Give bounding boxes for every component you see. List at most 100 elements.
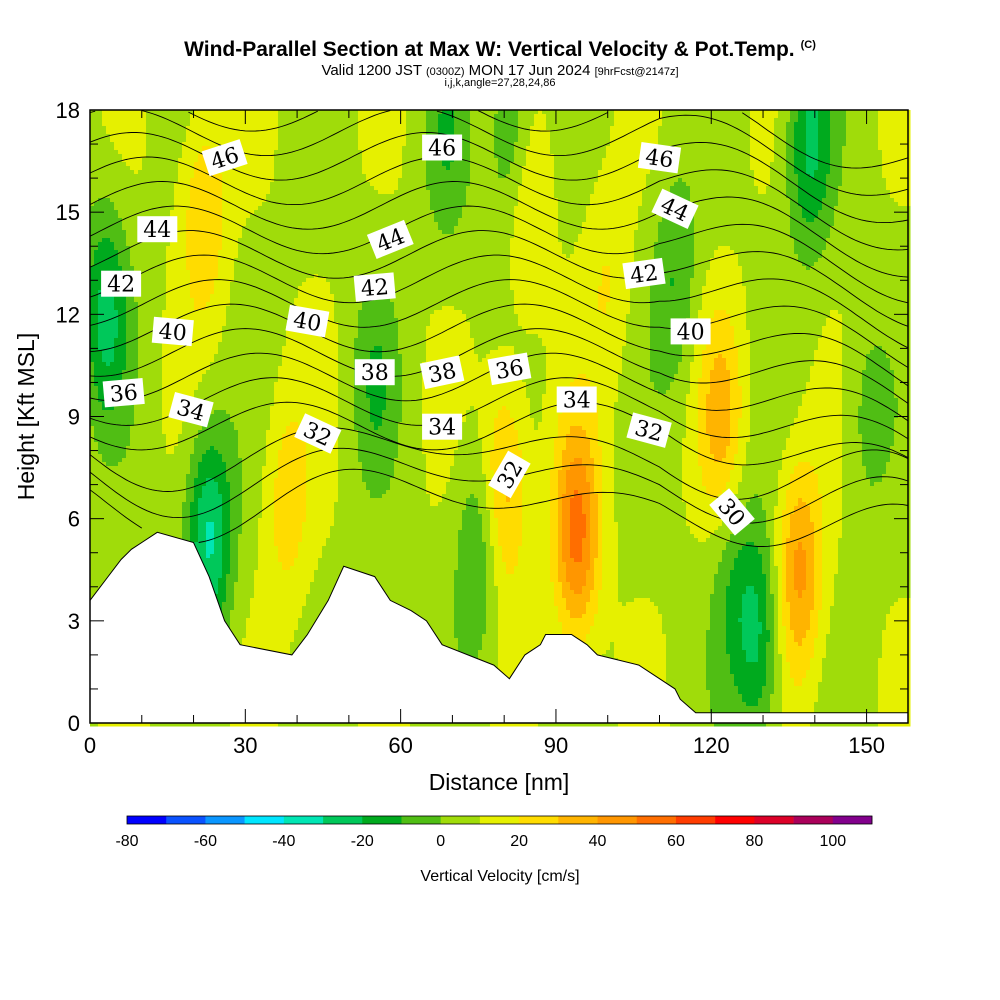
- velocity-cell: [118, 530, 123, 535]
- velocity-cell: [114, 366, 119, 371]
- velocity-cell: [142, 426, 147, 431]
- velocity-cell: [114, 166, 119, 171]
- velocity-cell: [190, 494, 195, 499]
- velocity-cell: [194, 446, 199, 451]
- velocity-cell: [130, 202, 135, 207]
- velocity-cell: [158, 422, 163, 427]
- velocity-cell: [130, 418, 135, 423]
- velocity-cell: [166, 250, 171, 255]
- velocity-cell: [118, 194, 123, 199]
- velocity-cell: [118, 362, 123, 367]
- velocity-cell: [118, 206, 123, 211]
- velocity-cell: [182, 122, 187, 127]
- velocity-cell: [106, 150, 111, 155]
- velocity-cell: [210, 202, 215, 207]
- velocity-cell: [214, 558, 219, 563]
- velocity-cell: [118, 426, 123, 431]
- velocity-cell: [122, 178, 127, 183]
- velocity-cell: [190, 458, 195, 463]
- velocity-cell: [114, 522, 119, 527]
- velocity-cell: [210, 238, 215, 243]
- velocity-cell: [142, 162, 147, 167]
- velocity-cell: [126, 466, 131, 471]
- velocity-cell: [142, 350, 147, 355]
- velocity-cell: [190, 258, 195, 263]
- velocity-cell: [138, 146, 143, 151]
- velocity-cell: [114, 138, 119, 143]
- velocity-cell: [122, 334, 127, 339]
- velocity-cell: [114, 310, 119, 315]
- velocity-cell: [154, 278, 159, 283]
- velocity-cell: [166, 454, 171, 459]
- velocity-cell: [170, 502, 175, 507]
- velocity-cell: [206, 518, 211, 523]
- velocity-cell: [142, 178, 147, 183]
- velocity-cell: [134, 470, 139, 475]
- velocity-cell: [214, 402, 219, 407]
- velocity-cell: [146, 170, 151, 175]
- velocity-cell: [110, 126, 115, 131]
- velocity-cell: [194, 182, 199, 187]
- velocity-cell: [162, 258, 167, 263]
- velocity-cell: [102, 130, 107, 135]
- velocity-cell: [126, 226, 131, 231]
- velocity-cell: [98, 382, 103, 387]
- velocity-cell: [178, 522, 183, 527]
- velocity-cell: [194, 174, 199, 179]
- velocity-cell: [170, 310, 175, 315]
- velocity-cell: [206, 194, 211, 199]
- velocity-cell: [94, 286, 99, 291]
- velocity-cell: [166, 298, 171, 303]
- velocity-cell: [210, 514, 215, 519]
- velocity-cell: [182, 510, 187, 515]
- velocity-cell: [166, 186, 171, 191]
- velocity-cell: [174, 458, 179, 463]
- velocity-cell: [154, 362, 159, 367]
- velocity-cell: [202, 322, 207, 327]
- velocity-cell: [178, 250, 183, 255]
- velocity-cell: [110, 546, 115, 551]
- velocity-cell: [106, 554, 111, 559]
- velocity-cell: [214, 350, 219, 355]
- velocity-cell: [134, 190, 139, 195]
- velocity-cell: [198, 314, 203, 319]
- velocity-cell: [162, 246, 167, 251]
- velocity-cell: [178, 470, 183, 475]
- velocity-cell: [130, 114, 135, 119]
- velocity-cell: [154, 166, 159, 171]
- velocity-cell: [186, 134, 191, 139]
- velocity-cell: [106, 366, 111, 371]
- velocity-cell: [194, 218, 199, 223]
- velocity-cell: [186, 118, 191, 123]
- velocity-cell: [190, 210, 195, 215]
- velocity-cell: [106, 446, 111, 451]
- velocity-cell: [206, 390, 211, 395]
- velocity-cell: [206, 506, 211, 511]
- velocity-cell: [138, 262, 143, 267]
- velocity-cell: [190, 314, 195, 319]
- velocity-cell: [218, 270, 223, 275]
- velocity-cell: [146, 342, 151, 347]
- velocity-cell: [146, 414, 151, 419]
- velocity-cell: [206, 202, 211, 207]
- velocity-cell: [170, 378, 175, 383]
- velocity-cell: [142, 370, 147, 375]
- velocity-cell: [94, 342, 99, 347]
- velocity-cell: [202, 506, 207, 511]
- velocity-cell: [194, 258, 199, 263]
- velocity-cell: [210, 266, 215, 271]
- velocity-cell: [194, 326, 199, 331]
- velocity-cell: [174, 302, 179, 307]
- velocity-cell: [158, 274, 163, 279]
- velocity-cell: [170, 434, 175, 439]
- velocity-cell: [178, 154, 183, 159]
- velocity-cell: [142, 454, 147, 459]
- velocity-cell: [114, 434, 119, 439]
- velocity-cell: [206, 222, 211, 227]
- velocity-cell: [186, 362, 191, 367]
- velocity-cell: [170, 526, 175, 531]
- velocity-cell: [154, 478, 159, 483]
- velocity-cell: [190, 150, 195, 155]
- velocity-cell: [142, 358, 147, 363]
- velocity-cell: [94, 538, 99, 543]
